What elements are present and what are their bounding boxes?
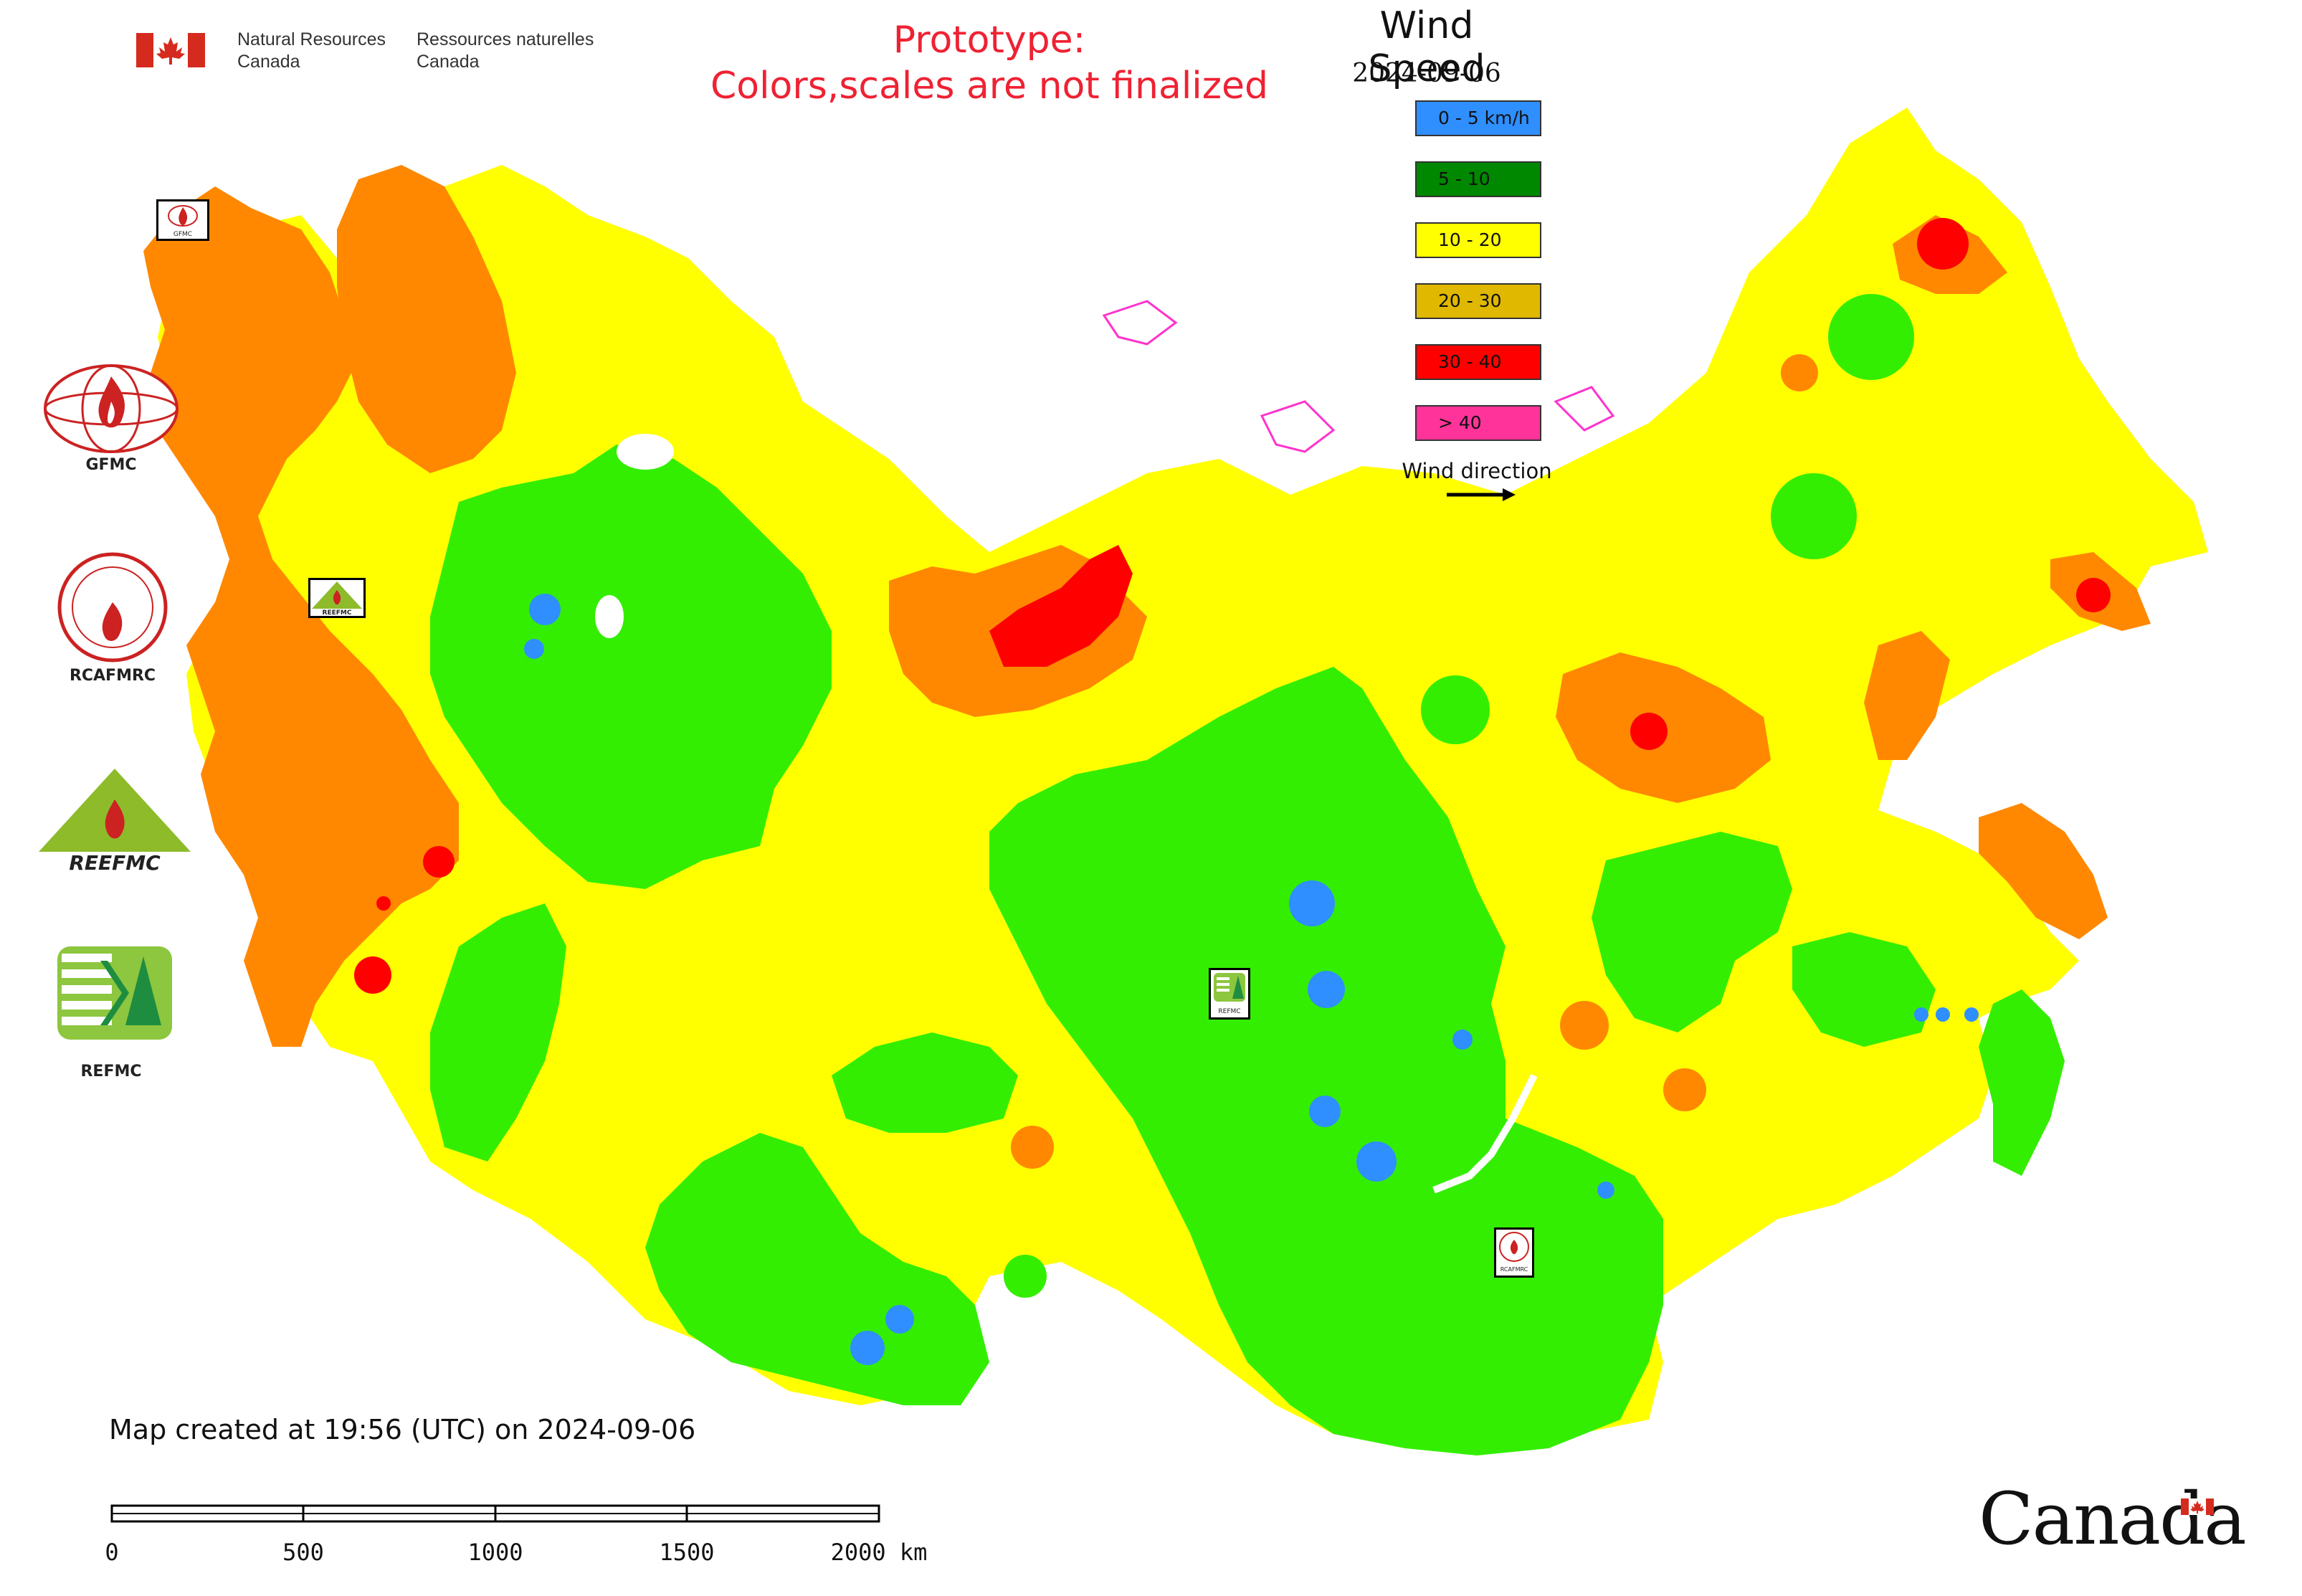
canada-wordmark: Canada bbox=[1979, 1477, 2247, 1561]
moderate-zone-central-band bbox=[832, 1032, 1018, 1133]
legend-class-4: 30 - 40 bbox=[1415, 344, 1541, 380]
refmc-logo-caption: REFMC bbox=[80, 1063, 142, 1080]
low-zone-spot bbox=[1309, 1096, 1341, 1127]
low-zone-spot bbox=[529, 594, 561, 625]
scale-tick-label: 2000 km bbox=[831, 1539, 928, 1566]
department-name-fr-line1: Ressources naturelles bbox=[417, 29, 594, 49]
very-high-zone-spot bbox=[376, 896, 391, 911]
reefmc-logo-icon: REEFMC bbox=[37, 769, 192, 875]
low-zone-spot bbox=[1289, 880, 1335, 926]
arctic-island bbox=[1260, 400, 1336, 453]
arctic-island bbox=[1554, 386, 1615, 432]
legend-class-3: 20 - 30 bbox=[1415, 283, 1541, 319]
moderate-zone-spot bbox=[1828, 294, 1914, 380]
high-zone-scandinavia bbox=[337, 165, 516, 473]
low-zone-spot bbox=[885, 1305, 914, 1334]
low-zone-spot bbox=[1356, 1141, 1397, 1182]
department-name-fr: Ressources naturelles Canada bbox=[417, 29, 594, 73]
moderate-zone-amur bbox=[1792, 932, 1936, 1047]
moderate-zone-far-east bbox=[1979, 989, 2065, 1176]
moderate-zone-spot bbox=[1421, 675, 1490, 744]
legend-date: 2024-09-06 bbox=[1352, 59, 1501, 88]
moderate-zone-caspian bbox=[430, 903, 566, 1162]
low-zone-spot bbox=[1936, 1007, 1950, 1022]
moderate-zone-east bbox=[1592, 832, 1792, 1032]
high-zone-spot bbox=[1560, 1001, 1609, 1050]
gfmc-marker-label: GFMC bbox=[173, 231, 192, 238]
scale-bar: 0 500 1000 1500 2000 km bbox=[105, 1504, 928, 1566]
wind-direction-label: Wind direction bbox=[1402, 459, 1552, 483]
rcafmrc-marker-icon[interactable]: RCAFMRC bbox=[1494, 1227, 1534, 1278]
wordmark-flag-icon bbox=[2181, 1498, 2214, 1515]
legend-class-0: 0 - 5 km/h bbox=[1415, 100, 1541, 136]
moderate-zone-west bbox=[430, 445, 832, 889]
reefmc-marker-flame-icon: REEFMC bbox=[312, 581, 362, 617]
wind-direction-arrow-icon bbox=[1447, 488, 1516, 501]
refmc-marker-label: REFMC bbox=[1218, 1008, 1240, 1015]
high-zone-west bbox=[143, 186, 459, 1047]
high-zone-kamchatka bbox=[1979, 803, 2108, 939]
reefmc-logo-text: REEFMC bbox=[69, 851, 161, 875]
legend-title: Wind Speed bbox=[1368, 4, 1485, 90]
scale-tick-label: 1000 bbox=[467, 1539, 523, 1566]
rcafmrc-logo-caption: RCAFMRC bbox=[69, 667, 156, 685]
lake bbox=[595, 595, 624, 638]
prototype-notice-line1: Prototype: bbox=[893, 19, 1086, 62]
low-zone-spot bbox=[1597, 1182, 1614, 1199]
reefmc-marker-icon[interactable]: REEFMC bbox=[308, 578, 366, 618]
rcafmrc-marker-logo-icon: RCAFMRC bbox=[1499, 1232, 1529, 1273]
prototype-notice: Prototype: Colors,scales are not finaliz… bbox=[631, 17, 1348, 109]
scale-tick-label: 1500 bbox=[659, 1539, 714, 1566]
arctic-island bbox=[1102, 300, 1178, 346]
department-name-en: Natural Resources Canada bbox=[237, 29, 386, 73]
refmc-marker-icon[interactable]: REFMC bbox=[1209, 968, 1250, 1020]
refmc-logo-icon bbox=[57, 946, 172, 1040]
gfmc-marker-flame-icon: GFMC bbox=[168, 205, 198, 238]
very-high-zone-spot bbox=[1917, 218, 1969, 270]
gfmc-logo-caption: GFMC bbox=[85, 456, 137, 474]
department-name-fr-line2: Canada bbox=[417, 52, 480, 72]
rcafmrc-logo-icon bbox=[57, 552, 168, 662]
moderate-zone-south bbox=[645, 1133, 989, 1405]
low-zone-spot bbox=[1452, 1030, 1473, 1050]
very-high-zone-spot bbox=[354, 956, 391, 994]
legend-class-1: 5 - 10 bbox=[1415, 161, 1541, 197]
legend-class-2: 10 - 20 bbox=[1415, 222, 1541, 258]
very-high-zone-spot bbox=[423, 846, 455, 878]
prototype-notice-line2: Colors,scales are not finalized bbox=[710, 65, 1269, 108]
canada-flag-icon bbox=[136, 33, 205, 67]
department-name-en-line2: Canada bbox=[237, 52, 300, 72]
high-zone-spot bbox=[1663, 1068, 1706, 1111]
lake-baikal bbox=[1432, 1073, 1538, 1194]
rcafmrc-marker-label: RCAFMRC bbox=[1500, 1266, 1528, 1273]
moderate-zone-spot bbox=[1771, 473, 1857, 559]
low-zone-spot bbox=[1308, 971, 1345, 1008]
high-zone-okhotsk-coast bbox=[1864, 631, 1950, 760]
high-zone-spot bbox=[1781, 354, 1818, 391]
moderate-zone-spot bbox=[1004, 1255, 1047, 1298]
map-created-timestamp: Map created at 19:56 (UTC) on 2024-09-06 bbox=[109, 1414, 696, 1445]
low-zone-spot bbox=[1964, 1007, 1979, 1022]
low-zone-spot bbox=[524, 639, 544, 659]
scale-tick-label: 500 bbox=[282, 1539, 324, 1566]
very-high-zone-novaya-zemlya bbox=[989, 545, 1133, 667]
reefmc-marker-label: REEFMC bbox=[323, 609, 352, 616]
gfmc-logo-icon bbox=[44, 364, 179, 453]
high-zone-spot bbox=[1011, 1126, 1054, 1169]
refmc-marker-logo-icon: REFMC bbox=[1214, 973, 1245, 1015]
lake bbox=[617, 434, 674, 470]
very-high-zone-spot bbox=[2076, 578, 2111, 612]
gfmc-marker-icon[interactable]: GFMC bbox=[156, 199, 209, 241]
low-zone-spot bbox=[850, 1331, 885, 1365]
legend-class-5: > 40 bbox=[1415, 405, 1541, 441]
very-high-zone-spot bbox=[1630, 713, 1668, 750]
scale-tick-label: 0 bbox=[105, 1539, 118, 1566]
department-name-en-line1: Natural Resources bbox=[237, 29, 386, 49]
low-zone-spot bbox=[1914, 1007, 1928, 1022]
